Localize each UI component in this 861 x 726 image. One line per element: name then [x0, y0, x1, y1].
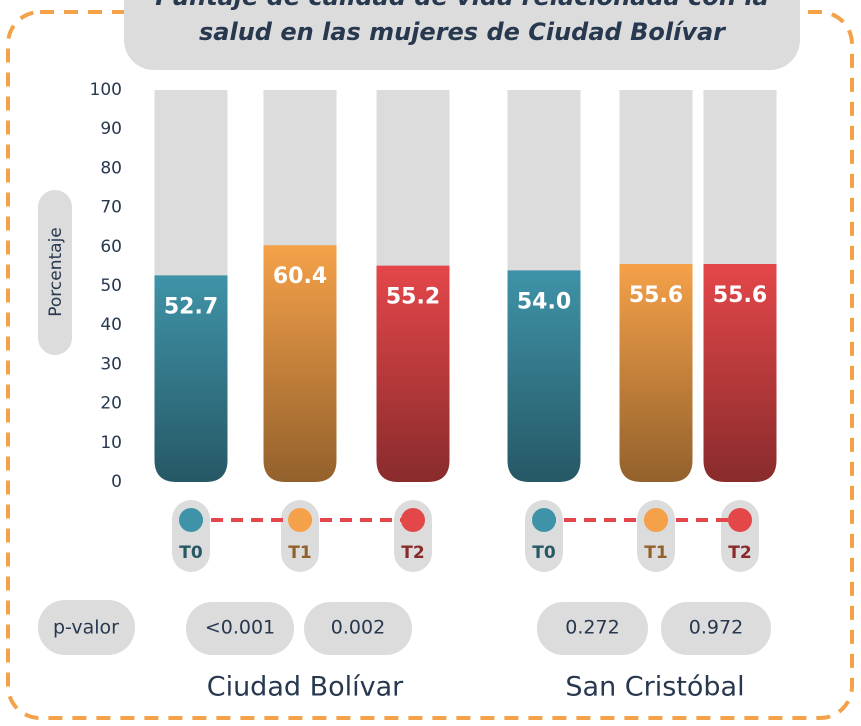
bar — [376, 265, 450, 482]
p-value: <0.001 — [205, 617, 275, 639]
p-label-pill — [38, 600, 135, 655]
value-label: 52.7 — [164, 294, 218, 319]
y-tick-label: 50 — [100, 276, 122, 296]
y-tick-label: 20 — [100, 394, 122, 414]
timeline-label: T2 — [728, 543, 751, 563]
y-label-pill — [38, 190, 72, 355]
p-value: 0.002 — [331, 617, 385, 639]
p-value-pill — [186, 602, 294, 655]
bar — [263, 245, 337, 482]
bar — [154, 275, 228, 482]
timeline-label: T1 — [288, 543, 311, 563]
value-label: 54.0 — [517, 289, 571, 314]
bar — [703, 264, 777, 482]
group-label: Ciudad Bolívar — [207, 672, 404, 703]
p-value-pill — [304, 602, 412, 655]
p-value: 0.972 — [689, 617, 743, 639]
y-tick-label: 60 — [100, 237, 122, 257]
group-label: San Cristóbal — [565, 672, 744, 703]
timeline-dot — [532, 508, 556, 532]
p-value: 0.272 — [565, 617, 619, 639]
y-axis-label: Porcentaje — [46, 227, 66, 317]
value-label: 60.4 — [273, 264, 327, 289]
timeline-dot — [728, 508, 752, 532]
chart-title: salud en las mujeres de Ciudad Bolívar — [199, 18, 727, 46]
bar — [619, 264, 693, 482]
y-tick-label: 0 — [111, 472, 122, 492]
y-tick-label: 10 — [100, 433, 122, 453]
value-label: 55.6 — [713, 283, 767, 308]
timeline-label: T0 — [532, 543, 556, 563]
y-tick-label: 100 — [90, 80, 122, 100]
y-tick-label: 30 — [100, 354, 122, 374]
timeline-label: T1 — [644, 543, 667, 563]
chart-title: Puntaje de calidad de vida relacionada c… — [155, 0, 769, 11]
value-label: 55.6 — [629, 283, 683, 308]
p-value-pill — [661, 602, 771, 655]
timeline-dot — [288, 508, 312, 532]
value-label: 55.2 — [386, 285, 440, 310]
y-tick-label: 70 — [100, 198, 122, 218]
timeline-label: T0 — [179, 543, 203, 563]
bar — [507, 270, 581, 482]
timeline-dot — [401, 508, 425, 532]
p-label: p-valor — [53, 617, 119, 639]
timeline-dot — [179, 508, 203, 532]
p-value-pill — [537, 602, 648, 655]
timeline-label: T2 — [401, 543, 424, 563]
y-tick-label: 80 — [100, 158, 122, 178]
y-tick-label: 40 — [100, 315, 122, 335]
y-tick-label: 90 — [100, 119, 122, 139]
timeline-dot — [644, 508, 668, 532]
title-box — [124, 0, 800, 70]
